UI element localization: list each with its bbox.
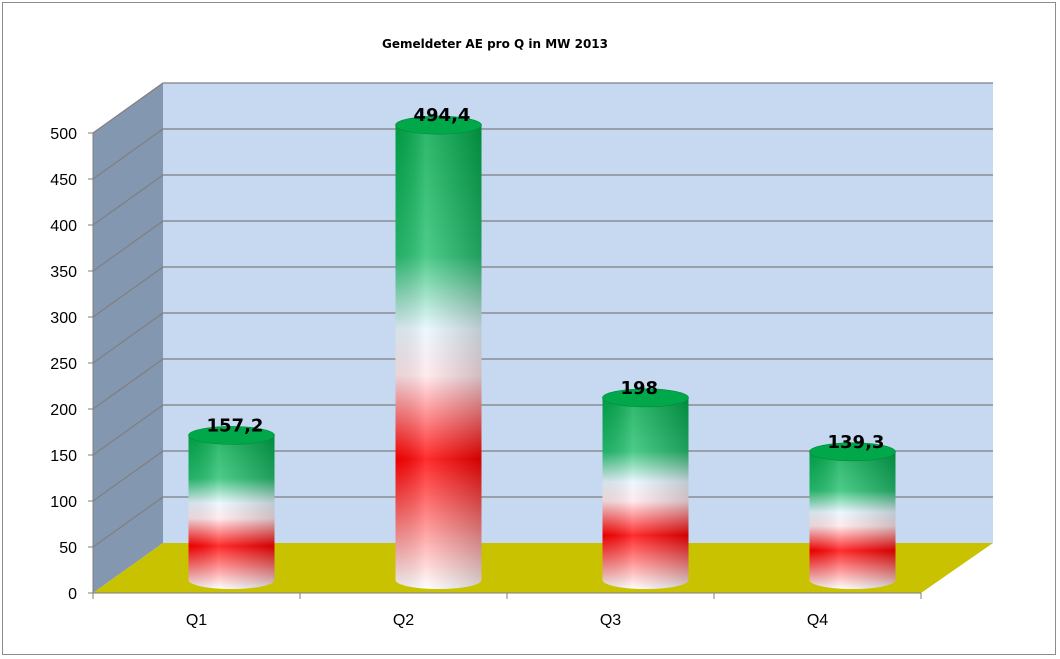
gridline [92, 220, 993, 272]
x-tick-label: Q3 [600, 612, 621, 629]
bar-q3 [602, 388, 689, 589]
bar-q1 [188, 426, 275, 589]
y-tick-label: 250 [50, 356, 77, 373]
bar-q2 [395, 115, 482, 589]
floor [93, 543, 993, 593]
bar-q4 [809, 442, 896, 589]
data-label: 198 [621, 378, 659, 399]
y-tick-label: 300 [50, 310, 77, 327]
y-tick-label: 50 [59, 540, 77, 557]
x-tick-label: Q1 [186, 612, 207, 629]
y-tick-label: 150 [50, 448, 77, 465]
x-tick-label: Q4 [807, 612, 828, 629]
y-tick-label: 400 [50, 218, 77, 235]
gridline [92, 404, 993, 456]
gridline [92, 128, 993, 180]
gridline [92, 312, 993, 364]
data-labels: 157,2 494,4 198 139,3 [207, 105, 885, 453]
gridline [92, 450, 993, 502]
y-tick-label: 100 [50, 494, 77, 511]
gridlines [92, 82, 993, 548]
y-tick-label: 350 [50, 264, 77, 281]
gridline [92, 174, 993, 226]
y-tick-label: 0 [68, 586, 77, 603]
y-tick-label: 450 [50, 172, 77, 189]
x-axis: Q1 Q2 Q3 Q4 [92, 592, 922, 629]
x-tick-label: Q2 [393, 612, 414, 629]
gridline [92, 82, 993, 134]
chart-title: Gemeldeter AE pro Q in MW 2013 [382, 37, 608, 51]
bars [188, 115, 896, 589]
data-label: 494,4 [414, 105, 471, 126]
y-axis: 0 50 100 150 200 250 300 350 400 450 500 [50, 126, 94, 603]
data-label: 157,2 [207, 415, 264, 436]
y-tick-label: 200 [50, 402, 77, 419]
y-tick-label: 500 [50, 126, 77, 143]
gridline [92, 266, 993, 318]
gridline [92, 358, 993, 410]
gridline [92, 496, 993, 548]
data-label: 139,3 [828, 432, 885, 453]
